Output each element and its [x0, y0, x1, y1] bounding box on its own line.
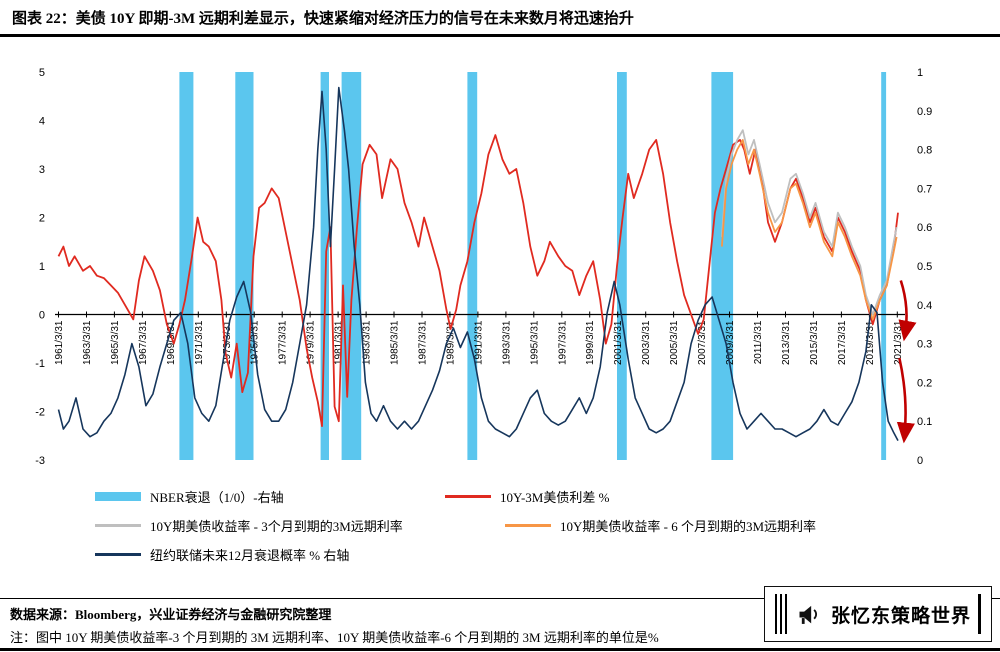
x-axis-tick: 2009/3/31 — [725, 320, 736, 365]
data-source-text: 数据来源：Bloomberg，兴业证券经济与金融研究院整理 — [10, 607, 332, 622]
recession-band — [711, 72, 734, 460]
legend-label-6m-forward: 10Y期美债收益率 - 6 个月到期的3M远期利率 — [560, 519, 817, 534]
right-axis-tick: 0.8 — [917, 145, 932, 157]
bottom-border — [0, 648, 1000, 651]
x-axis-tick: 1965/3/31 — [110, 320, 121, 365]
recession-band — [235, 72, 254, 460]
series-line-1 — [57, 134, 899, 428]
x-axis-tick: 1961/3/31 — [54, 320, 65, 365]
right-axis-tick: 0.1 — [917, 416, 932, 428]
chart-svg: 5 4 3 2 1 0 -1 -2 -3 1 0.9 0.8 0.7 0.6 0.5 0.4 0.3 0.2 0.1… — [35, 67, 932, 467]
recession-band — [467, 72, 478, 460]
right-axis-tick: 0.3 — [917, 339, 932, 351]
x-axis-tick: 1995/3/31 — [529, 320, 540, 365]
x-axis-tick: 1977/3/31 — [278, 320, 289, 365]
left-axis-tick: 0 — [39, 310, 45, 322]
x-axis-tick: 2021/3/31 — [893, 320, 904, 365]
series-line-3 — [721, 139, 898, 321]
left-axis-tick: -2 — [35, 407, 45, 419]
x-axis-tick: 1985/3/31 — [390, 320, 401, 365]
x-axis-tick: 1967/3/31 — [138, 320, 149, 365]
x-axis-tick: 2019/3/31 — [865, 320, 876, 365]
x-axis-tick: 2007/3/31 — [697, 320, 708, 365]
left-axis-tick: 5 — [39, 67, 45, 79]
recession-band — [320, 72, 329, 460]
legend-item-recession-prob: 纽约联储未来12月衰退概率 % 右轴 — [95, 545, 349, 564]
right-axis-tick: 0.6 — [917, 222, 932, 234]
x-axis-tick: 2001/3/31 — [613, 320, 624, 365]
barcode-stripes-icon — [774, 594, 789, 634]
right-axis-tick: 0.7 — [917, 183, 932, 195]
logo-end-bar — [978, 594, 981, 634]
brand-logo-text: 张忆东策略世界 — [830, 605, 971, 627]
legend-row: 纽约联储未来12月衰退概率 % 右轴 — [95, 540, 970, 569]
x-axis-tick: 1979/3/31 — [306, 320, 317, 365]
left-axis-tick: 2 — [39, 213, 45, 225]
x-axis-tick: 2013/3/31 — [781, 320, 792, 365]
right-axis-tick: 0.4 — [917, 300, 932, 312]
footnote-text: 注：图中 10Y 期美债收益率-3 个月到期的 3M 远期利率、10Y 期美债收… — [10, 630, 659, 645]
left-axis-tick: -3 — [35, 455, 45, 467]
legend-item-spread: 10Y-3M美债利差 % — [445, 487, 609, 506]
legend-swatch-3m-forward — [95, 524, 141, 527]
annotation-arrow — [898, 280, 917, 342]
x-axis-tick: 1969/3/31 — [166, 320, 177, 365]
chart-legend: NBER衰退（1/0）-右轴 10Y-3M美债利差 % 10Y期美债收益率 - … — [95, 482, 970, 569]
left-axis-tick: 4 — [39, 116, 45, 128]
left-axis-tick: 3 — [39, 164, 45, 176]
x-axis-tick: 1975/3/31 — [250, 320, 261, 365]
x-axis-tick: 2015/3/31 — [809, 320, 820, 365]
brand-logo: 张忆东策略世界 — [763, 586, 992, 642]
right-axis-tick: 0.9 — [917, 106, 932, 118]
x-axis-tick: 1981/3/31 — [334, 320, 345, 365]
x-axis-tick: 1993/3/31 — [501, 320, 512, 365]
legend-label-nber: NBER衰退（1/0）-右轴 — [150, 490, 284, 505]
x-axis-tick: 2003/3/31 — [641, 320, 652, 365]
recession-band — [617, 72, 627, 460]
legend-swatch-spread — [445, 495, 491, 498]
legend-item-3m-forward: 10Y期美债收益率 - 3个月到期的3M远期利率 — [95, 516, 505, 535]
x-axis-tick: 1983/3/31 — [362, 320, 373, 365]
right-axis-tick: 0.5 — [917, 261, 932, 273]
legend-row: NBER衰退（1/0）-右轴 10Y-3M美债利差 % — [95, 482, 970, 511]
legend-item-6m-forward: 10Y期美债收益率 - 6 个月到期的3M远期利率 — [505, 516, 816, 535]
recession-band — [881, 72, 887, 460]
right-axis-tick: 0 — [917, 455, 923, 467]
legend-swatch-6m-forward — [505, 524, 551, 527]
x-axis-tick: 2011/3/31 — [753, 320, 764, 364]
x-axis-tick: 1963/3/31 — [82, 320, 93, 365]
x-axis-tick: 1991/3/31 — [473, 320, 484, 365]
x-axis-tick: 1973/3/31 — [222, 320, 233, 365]
series-line-2 — [721, 129, 898, 316]
x-axis-tick: 1997/3/31 — [557, 320, 568, 365]
left-axis-tick: 1 — [39, 261, 45, 273]
legend-item-nber: NBER衰退（1/0）-右轴 — [95, 487, 445, 506]
x-axis-tick: 1971/3/31 — [194, 320, 205, 365]
x-axis-tick: 2005/3/31 — [669, 320, 680, 365]
x-axis-tick: 1987/3/31 — [418, 320, 429, 365]
legend-label-recession-prob: 纽约联储未来12月衰退概率 % 右轴 — [150, 548, 350, 563]
footer-divider — [0, 598, 1000, 599]
right-axis-tick: 1 — [917, 67, 923, 79]
series-line-4 — [57, 86, 899, 441]
right-axis-tick: 0.2 — [917, 377, 932, 389]
legend-label-3m-forward: 10Y期美债收益率 - 3个月到期的3M远期利率 — [150, 519, 403, 534]
left-axis-tick: -1 — [35, 358, 45, 370]
legend-label-spread: 10Y-3M美债利差 % — [500, 490, 610, 505]
legend-swatch-nber — [95, 492, 141, 501]
x-axis-tick: 1999/3/31 — [585, 320, 596, 365]
legend-row: 10Y期美债收益率 - 3个月到期的3M远期利率 10Y期美债收益率 - 6 个… — [95, 511, 970, 540]
annotation-arrow — [896, 357, 915, 444]
x-axis-tick: 2017/3/31 — [837, 320, 848, 365]
x-axis-tick: 1989/3/31 — [445, 320, 456, 365]
megaphone-icon — [799, 605, 818, 624]
figure-title: 图表 22：美债 10Y 即期-3M 远期利差显示，快速紧缩对经济压力的信号在未… — [0, 0, 1000, 37]
legend-swatch-recession-prob — [95, 553, 141, 556]
